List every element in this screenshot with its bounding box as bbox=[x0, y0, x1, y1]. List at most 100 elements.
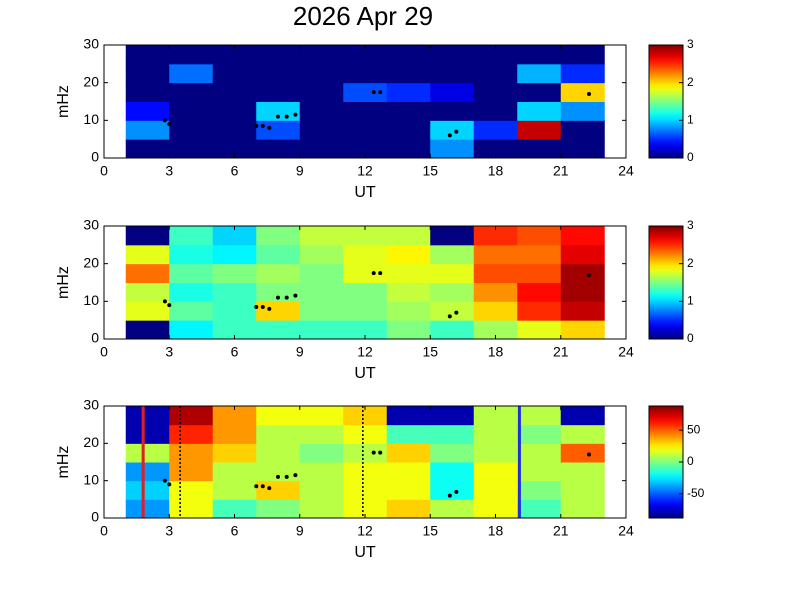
heat-cell bbox=[473, 263, 518, 283]
heat-cell bbox=[386, 480, 431, 500]
scatter-point bbox=[371, 90, 376, 95]
heat-cell bbox=[169, 139, 214, 159]
heat-cell bbox=[473, 226, 518, 246]
heat-cell bbox=[212, 480, 257, 500]
scatter-point bbox=[587, 91, 592, 96]
heat-cell bbox=[430, 82, 475, 102]
heat-cell bbox=[386, 499, 431, 519]
scatter-point bbox=[378, 271, 383, 276]
heat-cell bbox=[125, 82, 170, 102]
heat-cell bbox=[343, 263, 388, 283]
scatter-point bbox=[371, 271, 376, 276]
heat-cell bbox=[473, 282, 518, 302]
heat-cell bbox=[430, 45, 475, 65]
heat-cell bbox=[212, 82, 257, 102]
heat-cell bbox=[256, 139, 301, 159]
heat-cell bbox=[212, 424, 257, 444]
colorbar bbox=[648, 405, 684, 519]
y-tick-label: 0 bbox=[91, 149, 99, 165]
heat-cell bbox=[560, 462, 605, 482]
x-axis-label: UT bbox=[354, 544, 376, 561]
heat-cell bbox=[256, 443, 301, 463]
heat-cell bbox=[386, 45, 431, 65]
heat-cell bbox=[256, 45, 301, 65]
heat-cell bbox=[169, 282, 214, 302]
scatter-point bbox=[162, 478, 167, 483]
colorbar-tick-label: 1 bbox=[687, 294, 694, 308]
heat-cell bbox=[430, 139, 475, 159]
scatter-point bbox=[167, 122, 172, 127]
scatter-point bbox=[284, 295, 289, 300]
heat-cell bbox=[256, 462, 301, 482]
x-tick-label: 21 bbox=[553, 523, 569, 539]
heat-cell bbox=[517, 480, 562, 500]
x-tick-label: 12 bbox=[357, 163, 373, 179]
heat-cell bbox=[386, 320, 431, 340]
colorbar-tick-label: -50 bbox=[687, 486, 705, 500]
heat-cell bbox=[517, 320, 562, 340]
heat-cell bbox=[256, 120, 301, 140]
heat-cell bbox=[299, 263, 344, 283]
heat-cell bbox=[517, 244, 562, 265]
heat-cell bbox=[299, 244, 344, 265]
colorbar-tick-label: 1 bbox=[687, 113, 694, 127]
y-tick-label: 30 bbox=[83, 217, 99, 233]
heat-cell bbox=[125, 244, 170, 265]
heat-cell bbox=[169, 443, 214, 463]
heat-cell bbox=[517, 63, 562, 84]
heat-cell bbox=[386, 443, 431, 463]
heat-cell bbox=[212, 63, 257, 84]
x-tick-label: 9 bbox=[296, 163, 304, 179]
x-tick-label: 0 bbox=[100, 523, 108, 539]
heat-cell bbox=[386, 462, 431, 482]
scatter-point bbox=[162, 299, 167, 304]
heat-cell bbox=[430, 120, 475, 140]
heat-cell bbox=[212, 282, 257, 302]
heat-cell bbox=[169, 244, 214, 265]
scatter-point bbox=[260, 304, 265, 309]
heat-cell bbox=[169, 226, 214, 246]
heat-cell bbox=[169, 120, 214, 140]
heat-cell bbox=[473, 443, 518, 463]
heat-cell bbox=[386, 120, 431, 140]
heat-cell bbox=[343, 82, 388, 102]
heat-cell bbox=[299, 45, 344, 65]
x-tick-label: 0 bbox=[100, 163, 108, 179]
heat-cell bbox=[343, 120, 388, 140]
y-tick-label: 20 bbox=[83, 254, 99, 270]
heat-cell bbox=[169, 45, 214, 65]
heat-cell bbox=[473, 462, 518, 482]
heat-cell bbox=[517, 443, 562, 463]
heat-cell bbox=[343, 320, 388, 340]
x-axis-label: UT bbox=[354, 365, 376, 382]
heat-cell bbox=[125, 63, 170, 84]
heat-cell bbox=[125, 320, 170, 340]
heat-cell bbox=[560, 63, 605, 84]
y-axis-label: mHz bbox=[55, 446, 72, 479]
scatter-point bbox=[260, 123, 265, 128]
heat-cell bbox=[560, 139, 605, 159]
scatter-point bbox=[254, 484, 259, 489]
heat-cell bbox=[473, 480, 518, 500]
scatter-point bbox=[267, 125, 272, 130]
heat-cell bbox=[299, 139, 344, 159]
y-tick-label: 30 bbox=[83, 397, 99, 413]
x-tick-label: 24 bbox=[618, 163, 634, 179]
heat-cell bbox=[212, 45, 257, 65]
heat-cell bbox=[386, 82, 431, 102]
x-tick-label: 6 bbox=[231, 523, 239, 539]
heat-cell bbox=[430, 462, 475, 482]
heat-cell bbox=[299, 282, 344, 302]
heat-cell bbox=[517, 101, 562, 121]
heat-cell bbox=[125, 443, 170, 463]
heat-cell bbox=[343, 101, 388, 121]
heat-cell bbox=[517, 45, 562, 65]
y-tick-label: 30 bbox=[83, 36, 99, 52]
heat-cell bbox=[125, 101, 170, 121]
heat-cell bbox=[212, 263, 257, 283]
x-tick-label: 18 bbox=[488, 163, 504, 179]
heat-cell bbox=[125, 499, 170, 519]
heat-cell bbox=[560, 101, 605, 121]
heat-cell bbox=[212, 244, 257, 265]
